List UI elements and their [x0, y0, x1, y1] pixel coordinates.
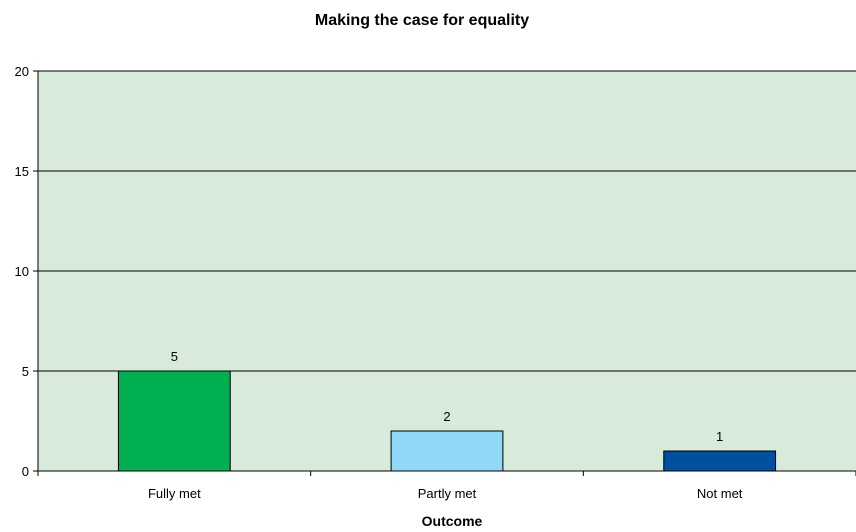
data-label-3: 1 — [716, 429, 723, 444]
data-label-1: 5 — [171, 349, 178, 364]
bar-2 — [390, 430, 504, 472]
data-labels: 5 2 1 — [171, 349, 724, 444]
y-tick-label-20: 20 — [15, 64, 29, 79]
x-axis-title: Outcome — [422, 513, 483, 529]
y-tick-label-5: 5 — [22, 364, 29, 379]
bar-3 — [663, 450, 777, 472]
x-tick-label-2: Partly met — [418, 486, 477, 501]
bar-1 — [117, 370, 231, 472]
bars — [117, 370, 777, 472]
y-tick-label-10: 10 — [15, 264, 29, 279]
x-tick-label-1: Fully met — [148, 486, 201, 501]
chart-title: Making the case for equality — [315, 12, 529, 29]
x-axis: Fully met Partly met Not met — [37, 470, 856, 501]
y-tick-label-0: 0 — [22, 464, 29, 479]
y-axis: 0 5 10 15 20 — [15, 64, 39, 479]
data-label-2: 2 — [443, 409, 450, 424]
x-tick-label-3: Not met — [697, 486, 743, 501]
y-tick-label-15: 15 — [15, 164, 29, 179]
